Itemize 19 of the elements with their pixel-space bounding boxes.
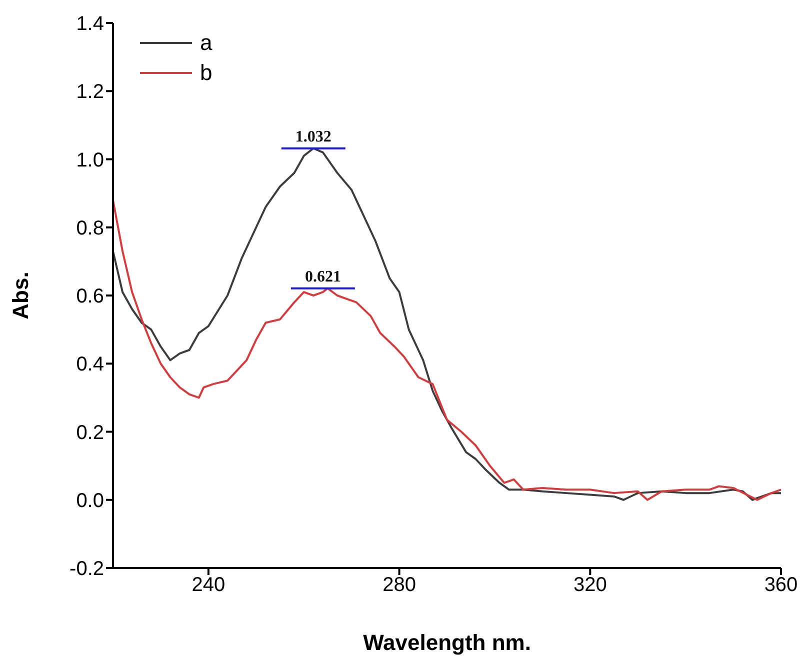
y-tick-label: 0.4 xyxy=(76,354,104,376)
x-axis-title: Wavelength nm. xyxy=(363,630,531,655)
y-tick-label: -0.2 xyxy=(70,558,104,580)
legend-label: a xyxy=(200,30,212,56)
annotation: 1.032 xyxy=(295,128,332,146)
y-tick-label: 0.2 xyxy=(76,422,104,444)
y-tick-label: 0.8 xyxy=(76,217,104,240)
y-tick-label: 0.0 xyxy=(76,490,104,512)
y-tick-label: 1.2 xyxy=(76,81,104,104)
x-tick-label: 360 xyxy=(764,574,798,596)
y-tick-label: 1.0 xyxy=(76,149,104,172)
x-tick-label: 240 xyxy=(192,574,226,596)
x-tick-label: 320 xyxy=(573,574,607,596)
y-axis-title: Abs. xyxy=(8,272,33,320)
annotation: 0.621 xyxy=(304,268,341,286)
x-tick-label: 280 xyxy=(382,574,416,596)
legend-label: b xyxy=(200,60,212,86)
y-tick-label: 1.4 xyxy=(76,13,104,36)
y-tick-label: 0.6 xyxy=(76,286,104,308)
